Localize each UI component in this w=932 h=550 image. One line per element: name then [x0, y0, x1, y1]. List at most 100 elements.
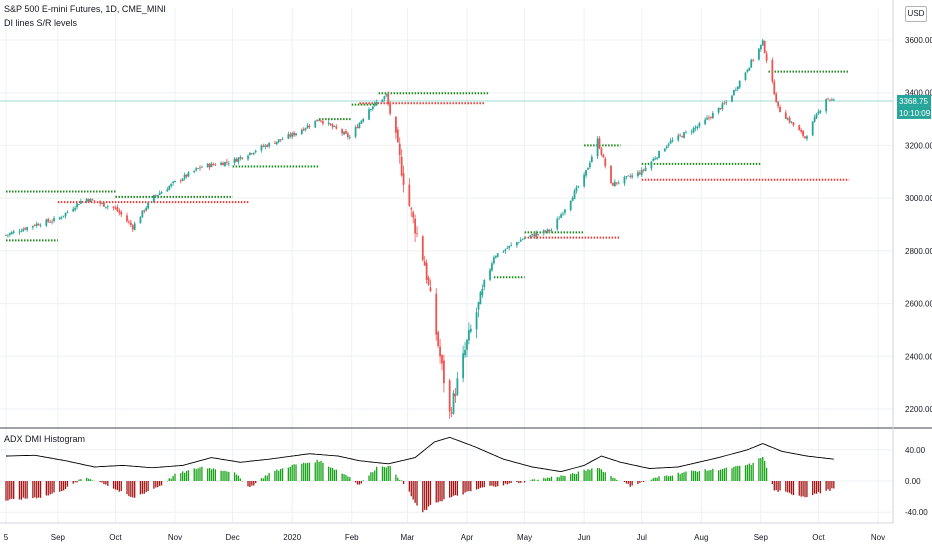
price-axis[interactable]: 2200.00 2400.00 2600.00 2800.00 3000.00 3200.… — [905, 36, 932, 517]
symbol-legend[interactable]: S&P 500 E-mini Futures, 1D, CME_MINI — [4, 4, 166, 14]
candle-body — [306, 125, 309, 129]
candle-body — [425, 262, 428, 280]
candle-body — [329, 123, 332, 126]
candle — [738, 80, 741, 90]
candles — [5, 38, 835, 419]
candle — [179, 178, 182, 184]
candle-body — [617, 182, 620, 184]
candle-body — [166, 189, 169, 192]
candle — [759, 44, 762, 52]
candle-body — [746, 70, 749, 72]
candle-body — [66, 211, 69, 213]
candle-body — [504, 249, 507, 252]
candle-body — [37, 224, 40, 226]
candle-body — [49, 222, 52, 223]
oscillator-legend[interactable]: ADX DMI Histogram — [4, 434, 86, 444]
candle — [322, 119, 324, 126]
candle — [333, 125, 336, 127]
candle-body — [813, 117, 816, 122]
candle — [617, 180, 620, 185]
candle — [637, 170, 639, 179]
candle-body — [264, 145, 267, 147]
candle-body — [308, 126, 311, 127]
candle — [279, 139, 282, 143]
candle — [550, 228, 553, 234]
candle-body — [492, 257, 495, 264]
candle — [206, 162, 209, 168]
candle-body — [454, 394, 457, 397]
time-axis[interactable]: 5 Sep Oct Nov Dec 2020 Feb Mar Apr May Jun Jul Aug Se… — [4, 533, 885, 542]
candle — [37, 222, 40, 226]
candle — [788, 115, 791, 124]
candle-body — [302, 128, 305, 131]
candle-body — [462, 353, 465, 379]
candle — [717, 107, 720, 115]
candle-body — [346, 133, 349, 138]
candle — [510, 242, 513, 247]
candle — [663, 147, 666, 152]
candle-body — [183, 174, 186, 179]
candle — [101, 202, 103, 205]
candle — [731, 94, 733, 103]
candle-body — [78, 204, 80, 206]
candle — [87, 198, 90, 203]
candle-body — [479, 292, 482, 305]
candle-body — [690, 131, 693, 133]
candle-body — [354, 127, 357, 137]
candle — [494, 255, 497, 259]
last-price-badge — [897, 94, 931, 107]
candle-body — [733, 90, 735, 96]
candle — [758, 48, 760, 61]
candle — [362, 118, 365, 123]
candle — [266, 144, 269, 148]
candle — [466, 338, 468, 358]
candle — [467, 322, 470, 345]
candle — [694, 125, 697, 132]
candle — [329, 123, 332, 126]
candle — [443, 354, 445, 393]
currency-button[interactable]: USD — [905, 6, 927, 22]
candle-body — [7, 234, 9, 236]
candle-body — [80, 200, 82, 204]
candle — [671, 137, 674, 143]
candle-body — [247, 155, 249, 160]
candle-body — [179, 180, 182, 182]
indicator-legend[interactable]: DI lines S/R levels — [4, 18, 78, 28]
candle — [220, 161, 223, 166]
candle-body — [535, 233, 538, 237]
candle-body — [126, 215, 128, 222]
candle — [168, 185, 171, 191]
price-tick-label: 3000.00 — [905, 194, 932, 203]
candle-body — [654, 158, 657, 160]
candle-body — [441, 355, 443, 364]
candle-body — [698, 123, 701, 127]
candle-body — [227, 163, 230, 165]
candle-body — [604, 158, 607, 167]
candle-body — [320, 120, 322, 122]
chart-frame — [0, 0, 932, 524]
candle-body — [779, 106, 781, 113]
candle — [264, 143, 267, 150]
candle-body — [362, 118, 365, 122]
candle — [247, 154, 249, 161]
candle — [66, 210, 69, 214]
candle-body — [293, 132, 296, 136]
candle — [704, 117, 707, 126]
candle-body — [358, 123, 361, 129]
candle — [733, 89, 735, 96]
candle-body — [402, 173, 405, 185]
candle — [556, 216, 559, 232]
candle — [172, 180, 175, 186]
candle — [302, 127, 305, 132]
candle — [562, 211, 564, 217]
candle-body — [786, 118, 789, 120]
candle-body — [736, 86, 739, 90]
candle — [679, 133, 682, 137]
candle — [423, 255, 426, 266]
candle — [348, 134, 351, 140]
candle-body — [443, 360, 445, 384]
candle — [644, 165, 647, 172]
candle — [491, 261, 493, 272]
candle-body — [573, 190, 576, 199]
